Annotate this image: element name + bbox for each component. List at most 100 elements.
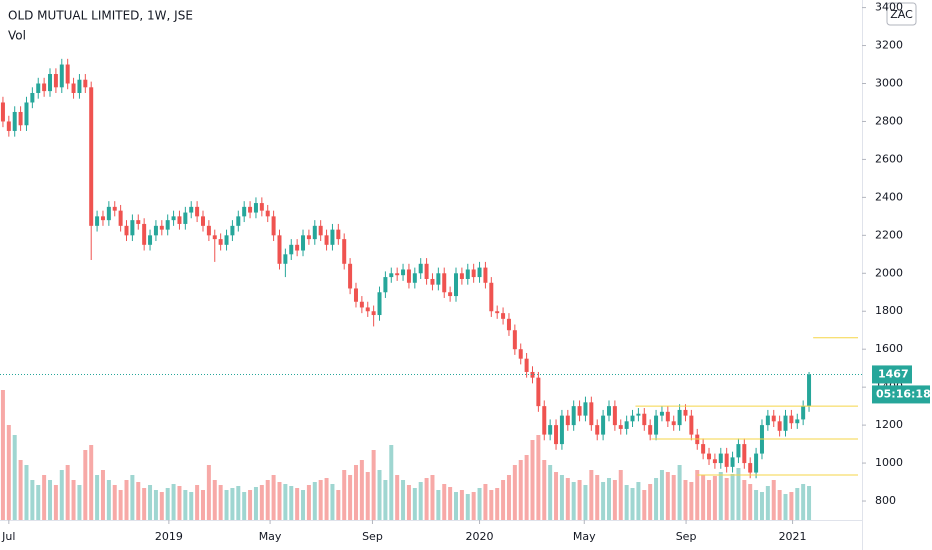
volume-bar (59, 470, 64, 520)
candle-body (554, 425, 559, 445)
candle-body (495, 311, 500, 314)
currency-label[interactable]: ZAC (890, 8, 913, 21)
volume-bar (65, 465, 70, 520)
candle-body (789, 415, 794, 424)
candle-body (677, 409, 682, 426)
candle-body (295, 244, 300, 251)
candle-body (371, 311, 376, 316)
volume-bar (389, 445, 394, 520)
candle-body (395, 273, 400, 276)
last-price-tag (872, 365, 912, 384)
candle-body (659, 411, 664, 416)
volume-bar (30, 480, 35, 520)
candle-body (436, 273, 441, 285)
volume-bar (95, 475, 100, 520)
candle-body (200, 216, 205, 226)
candle-body (642, 413, 647, 426)
volume-bar (701, 475, 706, 520)
y-tick-label: 1200 (875, 418, 903, 431)
candle-body (418, 263, 423, 274)
volume-bar (171, 484, 176, 520)
volume-bar (224, 490, 229, 520)
volume-bar (136, 482, 141, 520)
volume-bar (53, 485, 58, 520)
candle-body (448, 292, 453, 297)
candle-body (159, 225, 164, 230)
candle-body (48, 74, 53, 92)
currency-button[interactable] (886, 2, 917, 26)
candle-body (765, 415, 770, 426)
candle-body (353, 288, 358, 302)
volume-bar (789, 492, 794, 520)
candle-body (130, 220, 135, 236)
candle-body (383, 277, 388, 293)
candle-body (707, 453, 712, 460)
volume-bar (348, 475, 353, 520)
volume-bar (295, 488, 300, 520)
volume-bar (683, 480, 688, 520)
volume-bar (195, 485, 200, 520)
candle-body (442, 273, 447, 293)
candle-body (312, 225, 317, 240)
candle-body (730, 457, 735, 467)
volume-bar (324, 478, 329, 520)
volume-bar (559, 475, 564, 520)
candle-body (0, 102, 5, 122)
volume-bar (36, 485, 41, 520)
y-tick-label: 2200 (875, 228, 903, 241)
volume-bar (6, 425, 11, 520)
volume-bar (754, 490, 759, 520)
candle-body (165, 220, 170, 230)
volume-bar (454, 492, 459, 520)
candle-body (236, 216, 241, 226)
candle-body (807, 374, 812, 407)
candle-body (801, 406, 806, 420)
volume-bar (430, 475, 435, 520)
candle-body (712, 459, 717, 464)
candle-body (30, 92, 35, 103)
candle-body (183, 212, 188, 224)
x-tick-label: 2021 (779, 530, 807, 543)
volume-bar (548, 465, 553, 520)
candle-body (648, 425, 653, 435)
candle-body (454, 273, 459, 297)
volume-bar (336, 490, 341, 520)
candle-body (412, 273, 417, 283)
plot (0, 58, 862, 520)
candle-body (65, 64, 70, 84)
volume-bar (577, 480, 582, 520)
volume-bar (801, 484, 806, 520)
candle-body (724, 453, 729, 467)
volume-bar (271, 475, 276, 520)
candle-body (559, 415, 564, 445)
y-tick-label: 3200 (875, 39, 903, 52)
volume-bar (583, 485, 588, 520)
volume-bar (424, 478, 429, 520)
volume-bar (165, 488, 170, 520)
volume-bar (642, 490, 647, 520)
candle-body (630, 415, 635, 422)
volume-bar (371, 450, 376, 520)
volume-bar (212, 480, 217, 520)
volume-bar (148, 485, 153, 520)
candle-body (301, 235, 306, 251)
volume-bar (665, 472, 670, 520)
volume-bar (612, 480, 617, 520)
volume-bar (406, 485, 411, 520)
candle-body (6, 121, 11, 131)
volume-bar (248, 490, 253, 520)
x-tick-label: 2019 (155, 530, 183, 543)
candle-body (524, 358, 529, 372)
candle-body (195, 206, 200, 217)
volume-bar (648, 484, 653, 520)
volume-bar (112, 485, 117, 520)
candle-body (253, 203, 258, 213)
candle-body (89, 87, 94, 226)
volume-bar (289, 486, 294, 520)
volume-bar (359, 460, 364, 520)
volume-bar (465, 494, 470, 520)
volume-bar (353, 465, 358, 520)
candle-body (71, 83, 76, 93)
volume-bar (501, 480, 506, 520)
